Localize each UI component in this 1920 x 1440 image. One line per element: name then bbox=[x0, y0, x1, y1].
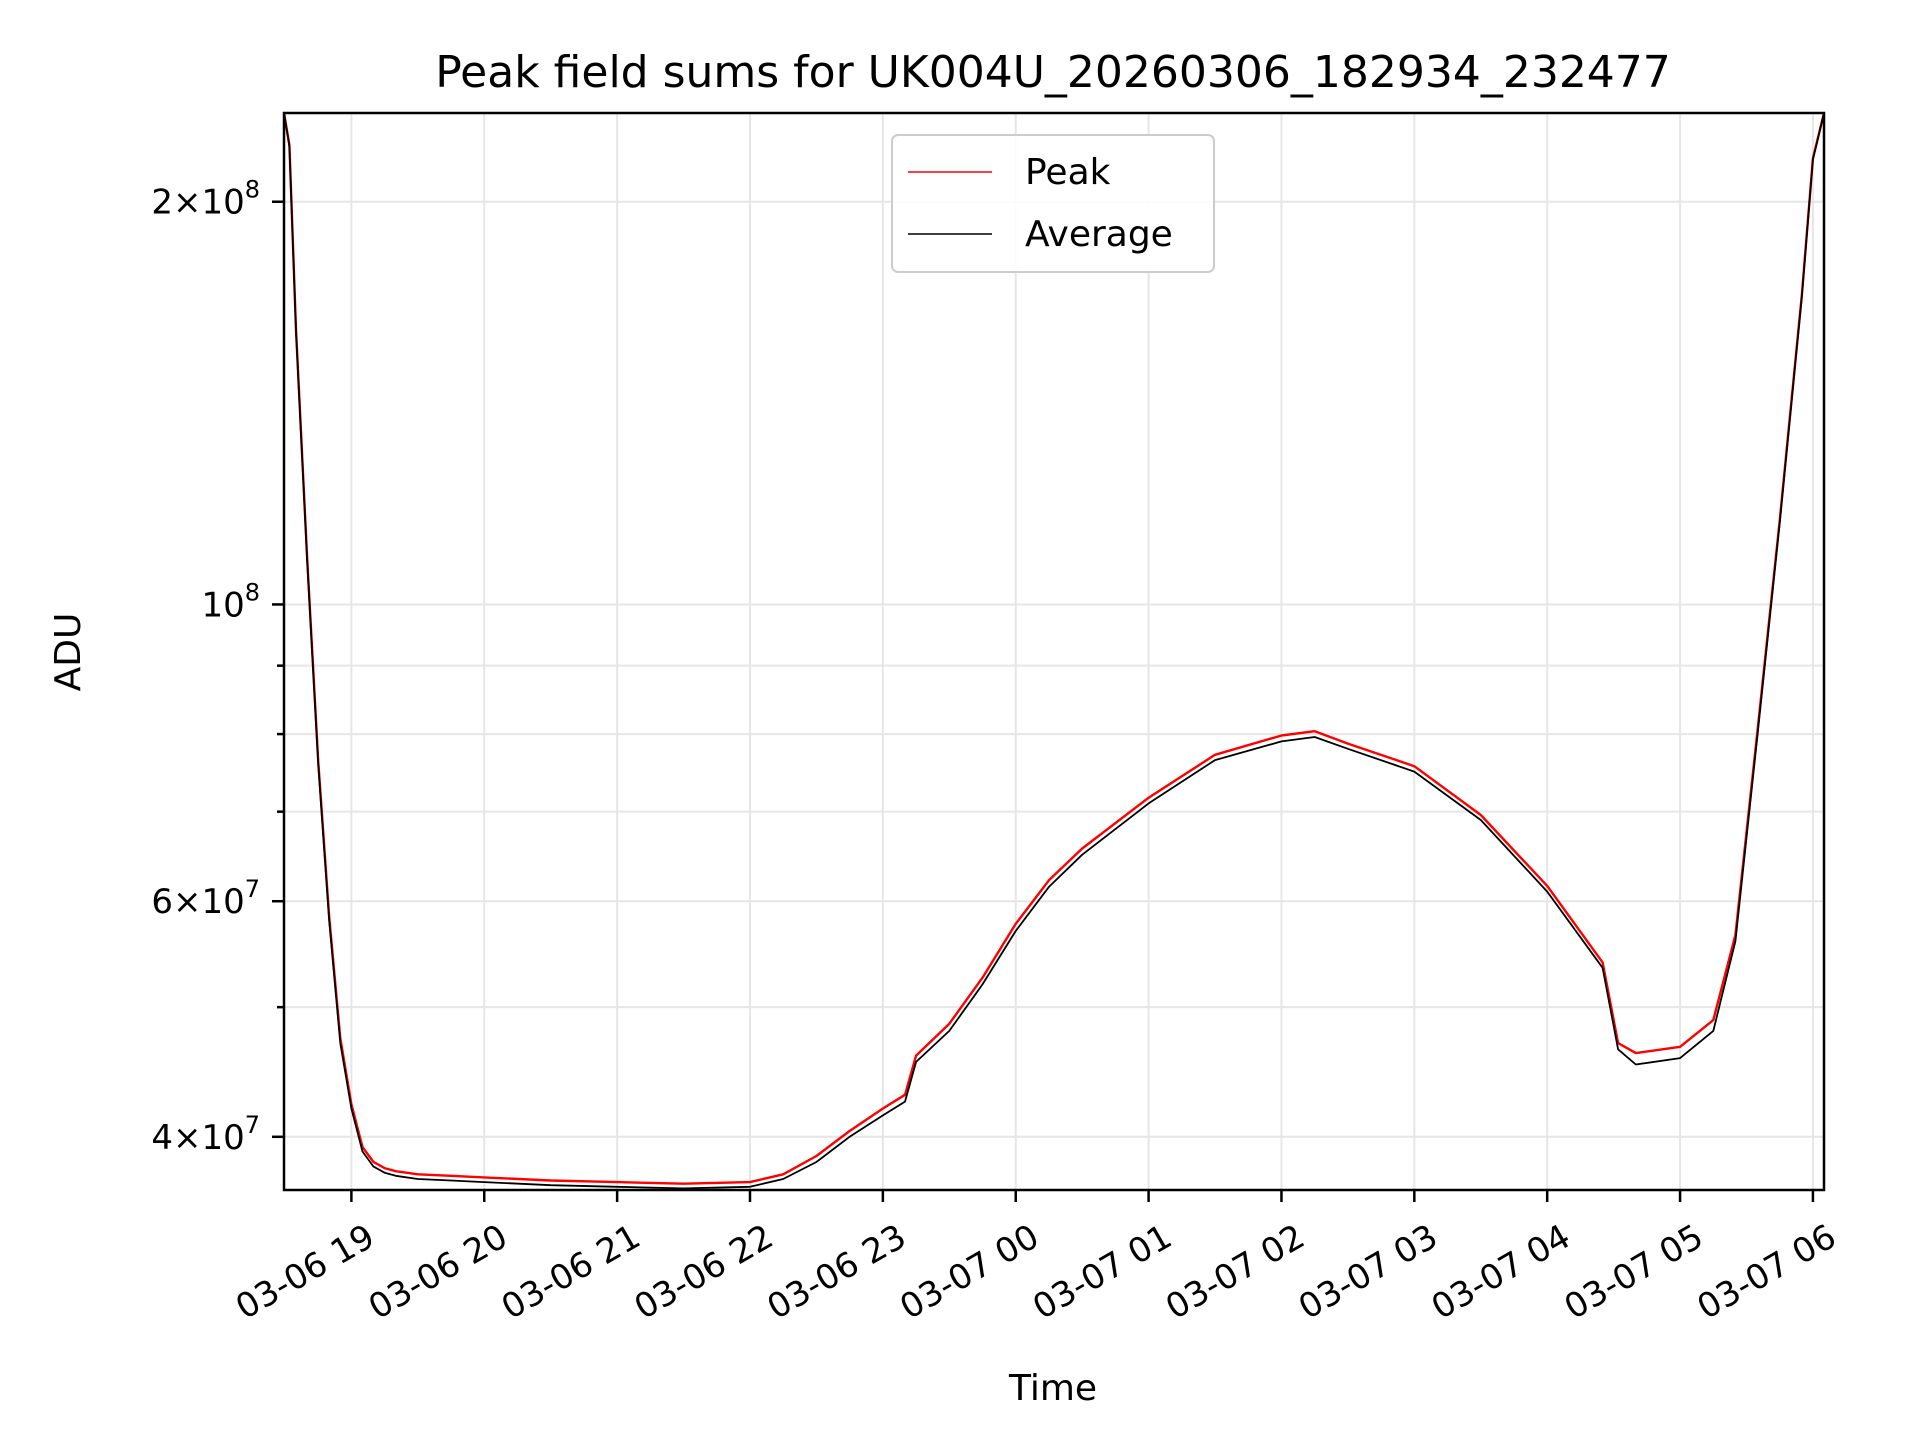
y-axis-label: ADU bbox=[48, 613, 89, 692]
y-tick-label: 6×107 bbox=[151, 875, 260, 922]
y-tick-label: 108 bbox=[201, 578, 260, 625]
plot-area bbox=[284, 113, 1824, 1190]
x-axis-label: Time bbox=[1008, 1368, 1097, 1409]
series-line-peak bbox=[284, 113, 1824, 1185]
grid bbox=[284, 113, 1824, 1190]
legend-average-label: Average bbox=[1025, 214, 1173, 255]
axes-frame bbox=[282, 111, 1826, 1192]
y-tick-label: 4×107 bbox=[151, 1111, 260, 1158]
series-line-average bbox=[284, 113, 1824, 1190]
y-axis: 4×107 6×107 108 2×108 bbox=[151, 176, 284, 1158]
y-tick-label: 2×108 bbox=[151, 176, 260, 223]
legend-box bbox=[891, 134, 1215, 273]
legend-peak-label: Peak bbox=[1025, 152, 1111, 193]
legend: Peak Average bbox=[891, 134, 1215, 273]
chart-title: Peak field sums for UK004U_20260306_1829… bbox=[435, 47, 1671, 98]
